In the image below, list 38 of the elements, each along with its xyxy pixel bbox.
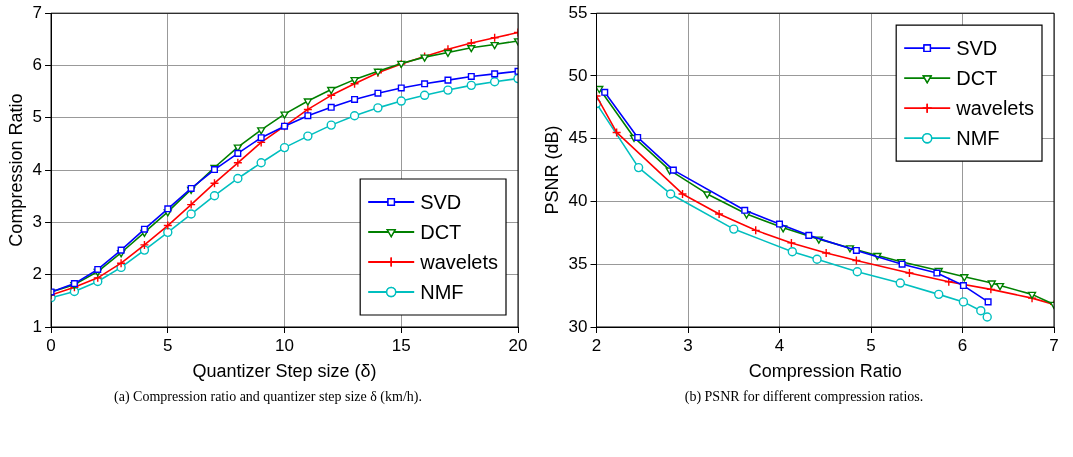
y-tick-label: 2 bbox=[32, 264, 43, 284]
y-tick-label: 40 bbox=[568, 191, 588, 211]
x-axis-title: Quantizer Step size (δ) bbox=[192, 361, 377, 382]
x-tick-label: 7 bbox=[1049, 335, 1059, 355]
x-tick-label: 0 bbox=[46, 335, 56, 355]
y-tick-label: 1 bbox=[32, 316, 43, 336]
legend-label: SVD bbox=[956, 36, 998, 59]
y-axis-title: Compression Ratio bbox=[5, 93, 26, 247]
y-tick-label: 7 bbox=[32, 2, 43, 22]
x-tick-label: 5 bbox=[163, 335, 173, 355]
y-tick-label: 55 bbox=[568, 2, 588, 22]
x-tick-label: 4 bbox=[774, 335, 785, 355]
x-tick-label: 20 bbox=[508, 335, 528, 355]
x-tick-label: 10 bbox=[275, 335, 294, 355]
legend-label: DCT bbox=[956, 66, 998, 89]
legend-label: DCT bbox=[420, 220, 462, 243]
legend-label: wavelets bbox=[955, 96, 1034, 119]
legend-label: wavelets bbox=[419, 250, 498, 273]
y-tick-label: 5 bbox=[32, 107, 43, 127]
x-tick-label: 2 bbox=[591, 335, 602, 355]
y-tick-label: 45 bbox=[568, 128, 588, 148]
legend-label: NMF bbox=[420, 280, 464, 303]
legend-label: NMF bbox=[956, 126, 1000, 149]
y-tick-label: 3 bbox=[32, 212, 43, 232]
y-tick-label: 35 bbox=[568, 253, 588, 273]
y-tick-label: 4 bbox=[32, 159, 43, 179]
text: (a) Compression ratio and quantizer step size δ (km/h). bbox=[113, 389, 423, 405]
x-tick-label: 5 bbox=[866, 335, 876, 355]
x-axis-title: Compression Ratio bbox=[748, 361, 902, 382]
x-tick-label: 6 bbox=[957, 335, 968, 355]
legend-label: SVD bbox=[420, 190, 462, 213]
y-tick-label: 50 bbox=[568, 65, 588, 85]
y-tick-label: 30 bbox=[568, 316, 588, 336]
y-axis-title: PSNR (dB) bbox=[541, 125, 562, 215]
x-tick-label: 15 bbox=[391, 335, 411, 355]
x-tick-label: 3 bbox=[683, 335, 693, 355]
text: (b) PSNR for different compression ratios. bbox=[683, 389, 925, 405]
y-tick-label: 6 bbox=[32, 55, 43, 75]
